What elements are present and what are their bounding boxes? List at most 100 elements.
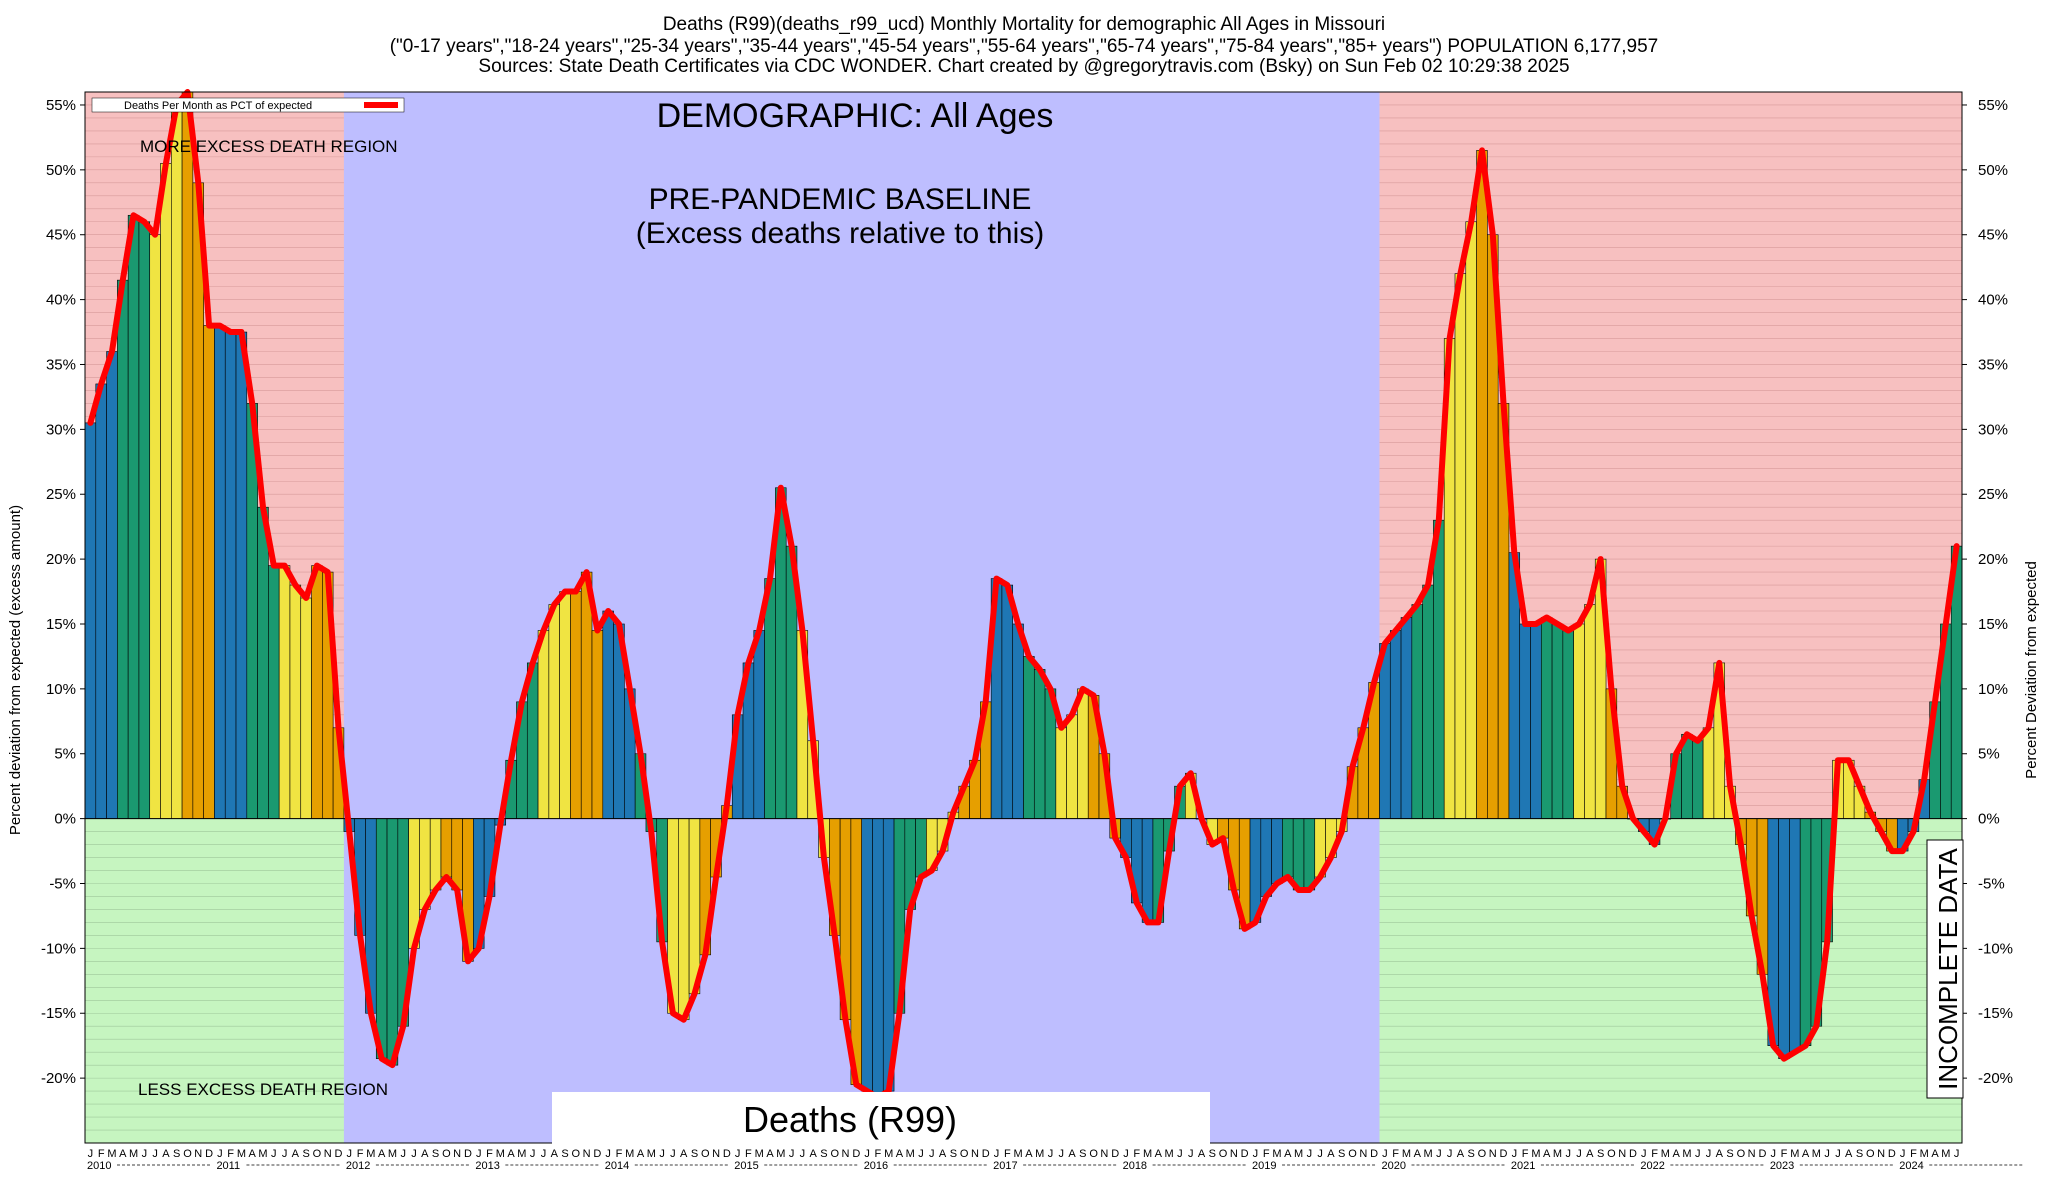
bar [1141,818,1154,923]
x-month-label: F [1522,1148,1529,1160]
x-month-label: M [647,1148,656,1160]
x-month-label: J [1695,1148,1701,1160]
x-month-label: M [1423,1148,1432,1160]
x-month-label: F [1651,1148,1658,1160]
bar [1702,727,1715,819]
x-month-label: J [1706,1148,1712,1160]
y-tick-label-left: 40% [46,292,76,309]
y-ticks-right: 55% 50% 45% 40% 35% 30% 25% 20% 15% 10% 5% 0% -5% -10… [1962,97,2013,1087]
x-month-label: S [1726,1148,1733,1160]
bar [127,214,140,819]
x-month-label: A [1672,1148,1680,1160]
series-line-deaths-pct [87,89,1960,1101]
bar [311,565,323,819]
bar [764,578,776,819]
x-month-label: N [1230,1148,1238,1160]
x-month-label: J [929,1148,935,1160]
x-month-label: A [1068,1148,1076,1160]
less-excess-region-label: LESS EXCESS DEATH REGION [138,1080,388,1099]
x-month-label: M [1661,1148,1670,1160]
x-month-label: M [1294,1148,1303,1160]
x-month-label: A [119,1148,127,1160]
x-month-label: N [971,1148,979,1160]
x-month-label: D [593,1148,601,1160]
x-month-label: A [1414,1148,1422,1160]
incomplete-data-annotation: INCOMPLETE DATA [1926,839,1964,1099]
x-month-label: O [1089,1148,1098,1160]
x-month-label: D [1111,1148,1119,1160]
legend: Deaths Per Month as PCT of expected [91,97,405,113]
x-month-label: D [464,1148,472,1160]
x-month-label: N [1100,1148,1108,1160]
bar [1789,818,1801,1053]
y-tick-label-left: -5% [49,875,76,892]
bar [1400,617,1413,819]
x-month-label: S [950,1148,957,1160]
x-month-label: N [583,1148,591,1160]
x-year-label: 2013 [475,1160,499,1172]
x-month-label: J [1188,1148,1194,1160]
x-month-label: J [1307,1148,1313,1160]
x-month-label: A [1802,1148,1810,1160]
x-month-label: N [842,1148,850,1160]
x-month-label: M [755,1148,764,1160]
x-year-label: 2014 [605,1160,629,1172]
x-year-label: 2024 [1899,1160,1923,1172]
x-month-label: A [1931,1148,1939,1160]
x-month-label: M [1941,1148,1950,1160]
y-tick-label-left: 50% [46,162,76,179]
x-month-label: J [1770,1148,1776,1160]
y-tick-label-right: 10% [1978,681,2008,698]
x-month-label: J [605,1148,611,1160]
x-month-label: D [1500,1148,1508,1160]
x-month-label: M [496,1148,505,1160]
bar [224,331,237,819]
y-tick-label-right: -20% [1978,1070,2013,1087]
x-month-label: M [129,1148,138,1160]
x-month-label: F [227,1148,234,1160]
x-month-label: A [680,1148,688,1160]
bar [451,818,463,891]
x-year-label: 2019 [1252,1160,1276,1172]
y-tick-label-left: 5% [54,746,76,763]
x-month-label: S [1856,1148,1863,1160]
x-month-label: J [476,1148,482,1160]
x-year-label: 2023 [1770,1160,1794,1172]
x-month-label: D [1629,1148,1637,1160]
bar [548,604,560,819]
x-month-label: F [1004,1148,1011,1160]
y-tick-label-left: 20% [46,551,76,568]
x-month-label: J [789,1148,795,1160]
x-month-label: O [442,1148,451,1160]
bar [138,221,151,819]
x-month-label: J [1436,1148,1442,1160]
bar [1023,656,1035,819]
x-month-label: S [1597,1148,1604,1160]
x-month-label: A [637,1148,645,1160]
y-tick-label-left: -20% [41,1070,76,1087]
x-month-label: M [1402,1148,1411,1160]
x-month-label: F [1910,1148,1917,1160]
bar [1001,584,1014,819]
baseline-label: PRE-PANDEMIC BASELINE [649,183,1032,216]
bar [192,182,204,819]
x-month-label: A [292,1148,300,1160]
bar [602,610,614,819]
x-month-label: A [1845,1148,1853,1160]
x-month-label: N [1618,1148,1626,1160]
bar [1530,623,1542,819]
baseline-sublabel: (Excess deaths relative to this) [636,217,1045,250]
x-year-label: 2017 [993,1160,1017,1172]
bar [84,422,97,819]
x-month-label: A [1586,1148,1594,1160]
x-month-label: F [1392,1148,1399,1160]
x-month-label: D [1370,1148,1378,1160]
x-month-label: J [1059,1148,1065,1160]
x-month-label: D [852,1148,860,1160]
x-month-label: S [302,1148,309,1160]
x-year-label: 2010 [87,1160,111,1172]
bar [1033,669,1046,819]
x-month-label: N [712,1148,720,1160]
x-month-label: A [896,1148,904,1160]
